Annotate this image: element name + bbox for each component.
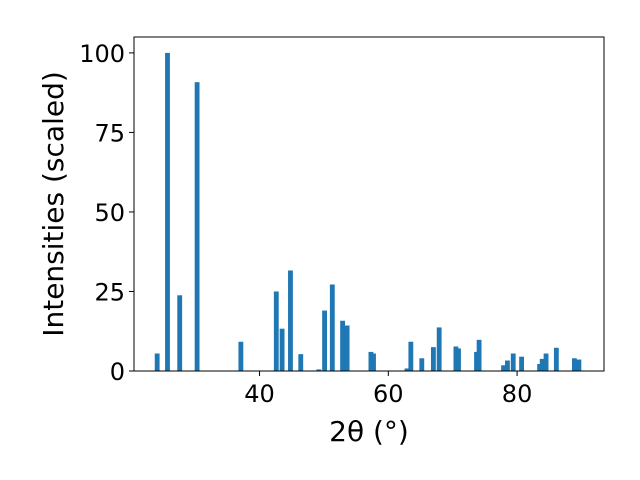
bar [537, 364, 543, 371]
bar [344, 325, 350, 371]
x-tick-label: 40 [244, 380, 275, 408]
bar [288, 270, 293, 371]
bar [510, 353, 516, 371]
bar [322, 310, 327, 371]
bar [329, 284, 335, 371]
bar [576, 359, 582, 371]
bar [238, 341, 244, 371]
bar [456, 348, 461, 371]
bar [340, 320, 346, 371]
bar [474, 351, 479, 371]
x-tick-label: 60 [373, 380, 404, 408]
bar [505, 360, 510, 371]
bar [279, 328, 285, 371]
bar [419, 358, 425, 371]
bar [368, 351, 374, 371]
x-tick-label: 80 [502, 380, 533, 408]
y-tick-label: 50 [94, 199, 125, 227]
axis-ticks: 40 60 80 0 25 50 75 100 [79, 40, 532, 408]
bar [539, 358, 545, 371]
bar [553, 347, 559, 371]
bar [501, 365, 506, 371]
x-axis-label: 2θ (°) [329, 415, 409, 448]
bar [404, 368, 410, 371]
y-tick-label: 75 [94, 119, 125, 147]
bar [371, 353, 376, 371]
bar [571, 358, 577, 371]
bar [436, 327, 442, 371]
y-tick-label: 25 [94, 278, 125, 306]
bar [430, 347, 436, 371]
bar [273, 291, 279, 371]
bar [154, 353, 160, 371]
y-tick-label: 0 [110, 358, 125, 386]
bar [165, 52, 170, 372]
bar [316, 369, 322, 371]
bar [194, 82, 200, 372]
bar-series [154, 52, 582, 372]
bar [543, 353, 549, 371]
y-tick-label: 100 [79, 40, 125, 68]
bar [298, 354, 304, 371]
y-axis-label: Intensities (scaled) [37, 71, 70, 337]
bar [177, 295, 183, 371]
plot-frame [133, 36, 605, 372]
bar [519, 356, 524, 371]
bar [408, 341, 414, 371]
bar [476, 339, 482, 371]
bar [453, 346, 459, 371]
